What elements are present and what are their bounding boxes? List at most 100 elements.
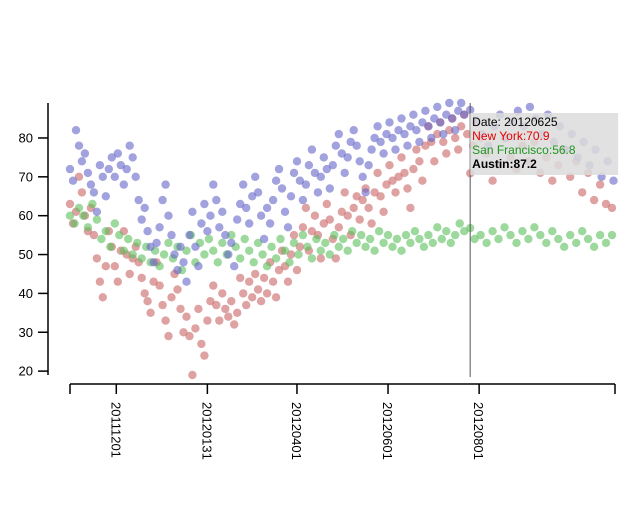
point-austin [409,110,418,119]
point-san-francisco [578,227,587,236]
point-san-francisco [348,227,357,236]
point-san-francisco [357,230,366,240]
point-new-york [394,172,403,181]
point-austin [397,114,406,123]
point-austin [119,180,128,189]
point-san-francisco [280,246,290,255]
point-new-york [262,289,272,298]
tooltip: Date: 20120625 New York:70.9 San Francis… [470,113,619,175]
point-austin [513,106,523,116]
point-austin [146,242,155,251]
point-new-york [439,137,448,147]
point-new-york [215,316,224,325]
point-new-york [382,180,391,189]
point-new-york [337,207,346,216]
point-austin [224,250,233,259]
point-austin [307,145,317,154]
point-austin [179,258,188,267]
point-austin [373,122,382,131]
point-austin [253,188,263,197]
point-new-york [125,269,134,279]
point-austin [200,199,209,209]
point-austin [188,207,197,216]
point-austin [212,195,221,205]
point-san-francisco [115,230,124,240]
point-new-york [376,192,385,201]
point-new-york [227,297,236,306]
point-san-francisco [298,230,308,240]
point-austin [143,227,152,236]
point-austin [89,188,99,197]
point-austin [301,180,311,189]
y-tick-label: 70 [19,169,33,184]
point-austin [421,106,430,116]
point-san-francisco [524,234,533,244]
point-austin [137,215,146,224]
point-austin [313,188,323,197]
point-austin [134,195,143,205]
point-austin [95,161,105,170]
point-san-francisco [601,238,611,248]
point-new-york [271,293,281,302]
point-san-francisco [512,238,521,248]
point-san-francisco [209,246,218,255]
point-san-francisco [536,230,545,240]
point-san-francisco [583,234,593,244]
y-tick-label: 40 [19,286,33,301]
point-new-york [433,129,442,139]
point-austin [343,153,352,162]
point-austin [248,192,257,201]
point-new-york [385,161,394,170]
point-new-york [251,269,260,279]
point-san-francisco [65,211,75,220]
point-austin [331,141,340,150]
point-san-francisco [245,246,254,255]
point-austin [451,126,460,135]
point-new-york [349,203,358,213]
point-san-francisco [589,242,599,251]
point-austin [280,207,290,216]
point-austin [185,230,194,240]
point-austin [382,129,391,139]
point-austin [361,188,370,197]
point-new-york [143,297,152,306]
point-new-york [397,153,406,162]
point-new-york [209,281,218,290]
point-new-york [224,312,233,321]
point-san-francisco [258,250,267,259]
point-san-francisco [267,242,276,251]
point-new-york [239,289,248,298]
series-san-francisco [65,199,617,275]
point-austin [319,153,328,162]
point-austin [400,129,409,139]
point-san-francisco [236,254,245,263]
point-austin [385,118,394,127]
point-san-francisco [307,254,317,263]
point-san-francisco [446,238,455,248]
point-san-francisco [249,258,258,267]
point-san-francisco [271,254,281,263]
point-new-york [89,230,99,240]
point-new-york [149,277,158,286]
point-new-york [364,203,373,213]
point-austin [191,242,200,251]
point-austin [236,199,245,209]
point-austin [161,180,170,189]
point-austin [113,149,123,158]
point-austin [239,180,248,189]
y-tick-label: 80 [19,130,33,145]
point-austin [271,176,281,185]
point-new-york [98,293,108,302]
point-austin [242,203,251,213]
point-austin [525,102,535,112]
point-san-francisco [182,246,191,255]
point-new-york [412,145,421,154]
point-new-york [406,203,415,213]
tooltip-san-francisco: San Francisco:56.8 [472,143,576,157]
point-san-francisco [506,230,515,240]
point-austin [101,192,111,201]
point-san-francisco [204,234,214,244]
point-san-francisco [330,230,339,240]
point-austin [227,238,236,248]
point-new-york [101,262,111,271]
